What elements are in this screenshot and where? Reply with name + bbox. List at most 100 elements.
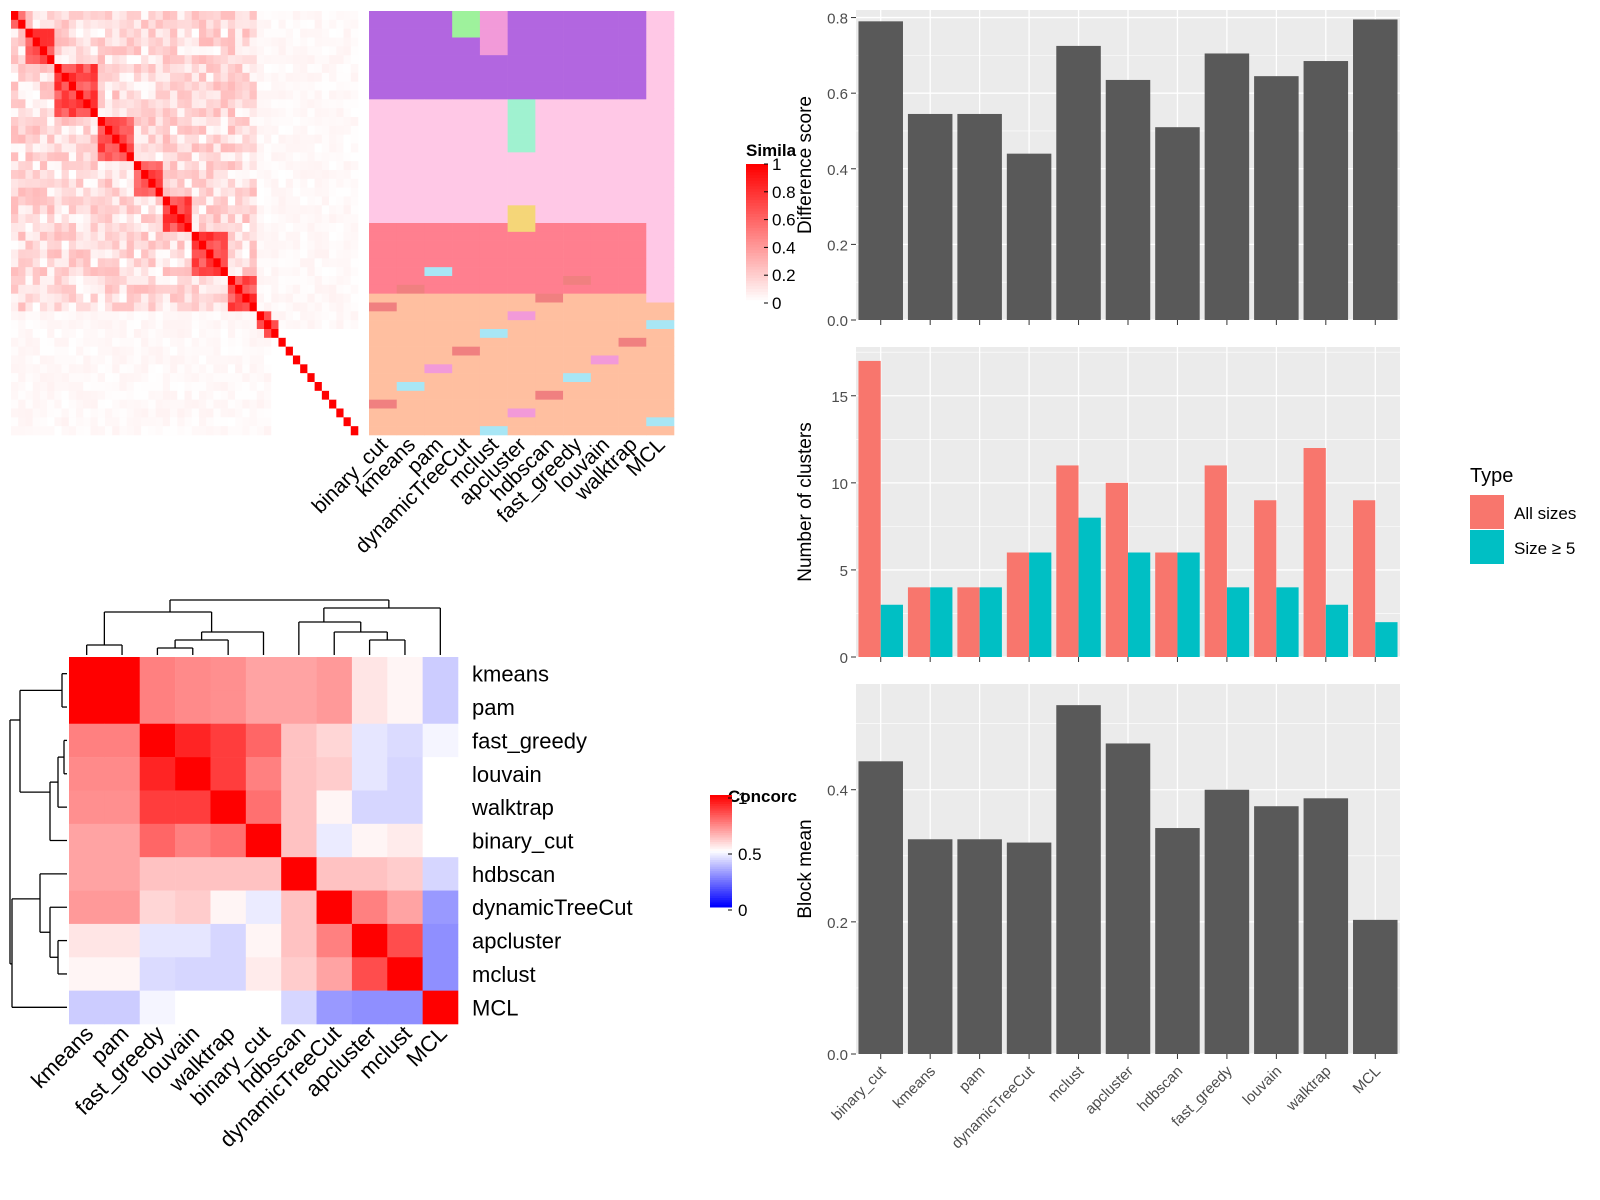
cluster-label-cell: [479, 108, 508, 118]
similarity-cell: [133, 240, 142, 250]
similarity-cell: [18, 346, 26, 356]
similarity-cell: [191, 187, 200, 197]
similarity-cell: [198, 390, 207, 400]
cluster-label-cell: [563, 249, 592, 259]
concordance-cell: [281, 890, 317, 925]
cluster-label-cell: [424, 417, 453, 427]
similarity-cell: [39, 178, 48, 188]
similarity-cell: [329, 355, 337, 365]
similarity-cell: [32, 55, 41, 65]
similarity-cell: [68, 337, 77, 347]
concordance-cell: [351, 723, 388, 758]
similarity-cell: [198, 196, 207, 206]
similarity-cell: [126, 55, 135, 65]
cluster-label-cell: [646, 125, 675, 135]
cluster-label-cell: [396, 408, 425, 418]
similarity-cell: [148, 293, 156, 303]
similarity-cell: [18, 373, 26, 383]
cluster-label-cell: [646, 143, 675, 153]
cluster-label-cell: [590, 46, 619, 56]
similarity-cell: [343, 258, 352, 268]
similarity-cell: [126, 143, 135, 153]
similarity-cell: [321, 99, 330, 109]
similarity-cell: [329, 170, 337, 180]
cluster-label-cell: [646, 399, 675, 409]
similarity-cell: [292, 231, 301, 241]
similarity-cell: [119, 64, 127, 74]
cluster-label-cell: [452, 64, 481, 74]
cluster-label-cell: [618, 426, 647, 436]
similarity-cell: [133, 311, 142, 321]
similarity-cell: [112, 187, 120, 197]
similarity-cell: [133, 117, 142, 127]
similarity-cell: [141, 249, 149, 259]
all-sizes-bar: [1155, 552, 1178, 657]
similarity-cell: [170, 258, 178, 268]
concordance-cell: [316, 857, 353, 891]
similarity-cell: [292, 223, 301, 233]
similarity-cell: [213, 267, 221, 277]
similarity-cell: [47, 267, 55, 277]
cluster-label-cell: [590, 134, 619, 144]
similarity-cell: [39, 28, 48, 38]
cluster-label-cell: [396, 267, 425, 277]
similarity-cell: [350, 55, 359, 65]
similarity-cell: [119, 426, 127, 436]
concordance-legend-tick-label: 0.5: [738, 845, 762, 864]
similarity-cell: [271, 267, 279, 277]
similarity-cell: [83, 90, 91, 100]
cluster-label-cell: [590, 90, 619, 100]
cluster-label-cell: [452, 311, 481, 321]
similarity-cell: [112, 143, 120, 153]
cluster-label-cell: [618, 117, 647, 127]
similarity-cell: [271, 134, 279, 144]
similarity-cell: [155, 28, 164, 38]
similarity-cell: [83, 267, 91, 277]
similarity-cell: [350, 152, 359, 162]
cluster-label-cell: [424, 223, 453, 233]
similarity-cell: [336, 64, 344, 74]
similarity-cell: [170, 382, 178, 392]
similarity-cell: [336, 417, 344, 427]
concordance-legend: Concorc 10.50: [710, 787, 797, 920]
similarity-cell: [292, 382, 301, 392]
cluster-label-cell: [424, 143, 453, 153]
similarity-cell: [83, 205, 91, 215]
similarity-cell: [119, 417, 127, 427]
similarity-cell: [83, 161, 91, 171]
concordance-row-label: walktrap: [471, 795, 554, 820]
similarity-cell: [177, 196, 185, 206]
similarity-cell: [278, 152, 287, 162]
similarity-cell: [336, 302, 344, 312]
concordance-cell: [175, 957, 211, 991]
similarity-cell: [213, 55, 221, 65]
similarity-cell: [47, 72, 55, 82]
similarity-cell: [119, 11, 127, 21]
concordance-cell: [210, 923, 247, 958]
similarity-cell: [264, 134, 272, 144]
similarity-cell: [307, 205, 315, 215]
similarity-cell: [300, 108, 308, 118]
cluster-label-cell: [590, 81, 619, 91]
similarity-cell: [112, 355, 120, 365]
similarity-cell: [119, 240, 127, 250]
similarity-cell: [155, 187, 164, 197]
similarity-cell: [278, 125, 287, 135]
similarity-cell: [271, 28, 279, 38]
similarity-cell: [104, 99, 113, 109]
block-mean-bar: [1353, 919, 1398, 1054]
similarity-cell: [32, 311, 41, 321]
concordance-cell: [104, 890, 141, 925]
cluster-label-cell: [369, 399, 398, 409]
similarity-cell: [177, 231, 185, 241]
similarity-cell: [97, 320, 106, 330]
cluster-label-cell: [479, 302, 508, 312]
similarity-cell: [220, 187, 229, 197]
similarity-cell: [249, 267, 258, 277]
similarity-cell: [177, 161, 185, 171]
similarity-cell: [285, 134, 294, 144]
cluster-label-cell: [424, 28, 453, 38]
similarity-cell: [148, 329, 156, 339]
similarity-cell: [83, 346, 91, 356]
similarity-cell: [307, 134, 315, 144]
